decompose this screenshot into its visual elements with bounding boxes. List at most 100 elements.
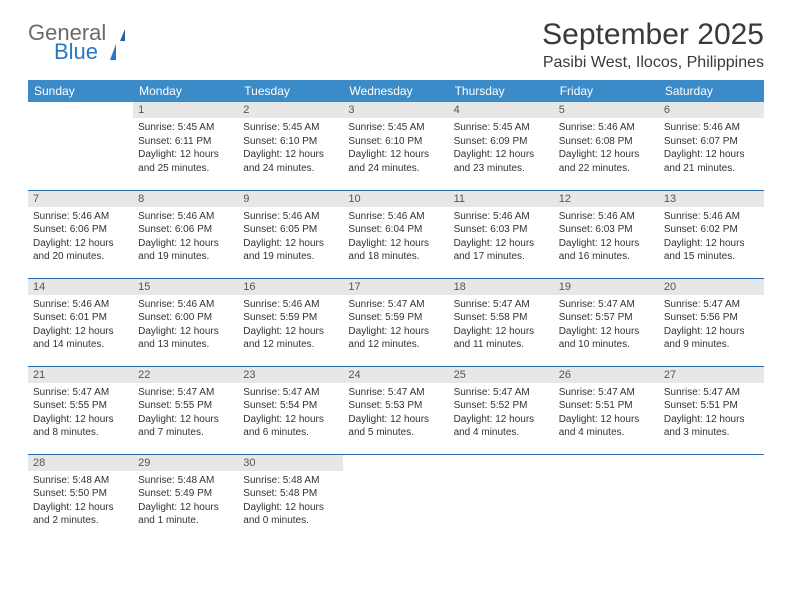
calendar-cell: 11Sunrise: 5:46 AMSunset: 6:03 PMDayligh… [449,190,554,278]
sunrise-label: Sunrise: 5:48 AM [138,474,233,488]
col-thursday: Thursday [449,80,554,102]
sunrise-label: Sunrise: 5:46 AM [33,210,128,224]
day-number: 5 [554,102,659,118]
day-details: Sunrise: 5:46 AMSunset: 6:04 PMDaylight:… [343,207,448,268]
sunset-label: Sunset: 6:03 PM [454,223,549,237]
sunset-label: Sunset: 5:50 PM [33,487,128,501]
daylight-line1: Daylight: 12 hours [33,325,128,339]
day-number: 2 [238,102,343,118]
day-details: Sunrise: 5:46 AMSunset: 6:06 PMDaylight:… [133,207,238,268]
day-number: 7 [28,191,133,207]
day-number: 11 [449,191,554,207]
daylight-line2: and 6 minutes. [243,426,338,440]
day-details: Sunrise: 5:46 AMSunset: 6:08 PMDaylight:… [554,118,659,179]
daylight-line2: and 4 minutes. [454,426,549,440]
daylight-line1: Daylight: 12 hours [559,325,654,339]
daylight-line1: Daylight: 12 hours [348,325,443,339]
sunrise-label: Sunrise: 5:47 AM [348,386,443,400]
sunset-label: Sunset: 5:53 PM [348,399,443,413]
sunrise-label: Sunrise: 5:46 AM [138,298,233,312]
calendar-cell [554,454,659,542]
sunset-label: Sunset: 6:03 PM [559,223,654,237]
day-number: 24 [343,367,448,383]
daylight-line2: and 24 minutes. [243,162,338,176]
day-details: Sunrise: 5:47 AMSunset: 5:52 PMDaylight:… [449,383,554,444]
brand-logo: General Blue [28,22,116,63]
day-number: 4 [449,102,554,118]
daylight-line2: and 9 minutes. [664,338,759,352]
calendar-cell [449,454,554,542]
day-number: 30 [238,455,343,471]
sunrise-label: Sunrise: 5:46 AM [33,298,128,312]
sunrise-label: Sunrise: 5:47 AM [664,386,759,400]
calendar-cell: 1Sunrise: 5:45 AMSunset: 6:11 PMDaylight… [133,102,238,190]
sunset-label: Sunset: 6:08 PM [559,135,654,149]
sunset-label: Sunset: 5:59 PM [348,311,443,325]
daylight-line1: Daylight: 12 hours [664,413,759,427]
sunset-label: Sunset: 5:54 PM [243,399,338,413]
sunrise-label: Sunrise: 5:45 AM [348,121,443,135]
daylight-line1: Daylight: 12 hours [243,237,338,251]
location-label: Pasibi West, Ilocos, Philippines [542,54,764,72]
daylight-line2: and 16 minutes. [559,250,654,264]
col-wednesday: Wednesday [343,80,448,102]
day-number: 29 [133,455,238,471]
day-details: Sunrise: 5:46 AMSunset: 6:05 PMDaylight:… [238,207,343,268]
day-number: 26 [554,367,659,383]
sunrise-label: Sunrise: 5:45 AM [243,121,338,135]
day-details: Sunrise: 5:46 AMSunset: 6:03 PMDaylight:… [554,207,659,268]
daylight-line2: and 24 minutes. [348,162,443,176]
day-details: Sunrise: 5:45 AMSunset: 6:11 PMDaylight:… [133,118,238,179]
daylight-line1: Daylight: 12 hours [454,237,549,251]
sunset-label: Sunset: 6:00 PM [138,311,233,325]
day-number: 19 [554,279,659,295]
sunset-label: Sunset: 5:48 PM [243,487,338,501]
sunset-label: Sunset: 5:52 PM [454,399,549,413]
day-details: Sunrise: 5:46 AMSunset: 6:00 PMDaylight:… [133,295,238,356]
sunset-label: Sunset: 6:11 PM [138,135,233,149]
daylight-line1: Daylight: 12 hours [138,501,233,515]
day-number: 28 [28,455,133,471]
day-number: 27 [659,367,764,383]
day-details: Sunrise: 5:47 AMSunset: 5:56 PMDaylight:… [659,295,764,356]
daylight-line1: Daylight: 12 hours [243,501,338,515]
daylight-line2: and 12 minutes. [243,338,338,352]
day-number: 13 [659,191,764,207]
day-details: Sunrise: 5:48 AMSunset: 5:49 PMDaylight:… [133,471,238,532]
day-details: Sunrise: 5:47 AMSunset: 5:51 PMDaylight:… [554,383,659,444]
day-number: 25 [449,367,554,383]
day-details: Sunrise: 5:47 AMSunset: 5:54 PMDaylight:… [238,383,343,444]
sunrise-label: Sunrise: 5:47 AM [348,298,443,312]
calendar-week-row: 21Sunrise: 5:47 AMSunset: 5:55 PMDayligh… [28,366,764,454]
daylight-line2: and 20 minutes. [33,250,128,264]
sunrise-label: Sunrise: 5:46 AM [138,210,233,224]
col-tuesday: Tuesday [238,80,343,102]
daylight-line2: and 2 minutes. [33,514,128,528]
calendar-cell: 13Sunrise: 5:46 AMSunset: 6:02 PMDayligh… [659,190,764,278]
sunrise-label: Sunrise: 5:46 AM [664,210,759,224]
sunrise-label: Sunrise: 5:45 AM [138,121,233,135]
day-details: Sunrise: 5:48 AMSunset: 5:48 PMDaylight:… [238,471,343,532]
daylight-line1: Daylight: 12 hours [559,148,654,162]
day-number: 17 [343,279,448,295]
daylight-line1: Daylight: 12 hours [138,325,233,339]
daylight-line1: Daylight: 12 hours [664,148,759,162]
calendar-cell: 9Sunrise: 5:46 AMSunset: 6:05 PMDaylight… [238,190,343,278]
title-block: September 2025 Pasibi West, Ilocos, Phil… [542,18,764,72]
day-number: 9 [238,191,343,207]
sunrise-label: Sunrise: 5:47 AM [243,386,338,400]
sunset-label: Sunset: 6:06 PM [33,223,128,237]
sunset-label: Sunset: 6:02 PM [664,223,759,237]
daylight-line1: Daylight: 12 hours [243,148,338,162]
day-details: Sunrise: 5:45 AMSunset: 6:10 PMDaylight:… [343,118,448,179]
daylight-line1: Daylight: 12 hours [348,413,443,427]
calendar-cell: 20Sunrise: 5:47 AMSunset: 5:56 PMDayligh… [659,278,764,366]
day-number: 3 [343,102,448,118]
calendar-cell: 10Sunrise: 5:46 AMSunset: 6:04 PMDayligh… [343,190,448,278]
daylight-line2: and 14 minutes. [33,338,128,352]
sunrise-label: Sunrise: 5:45 AM [454,121,549,135]
daylight-line2: and 10 minutes. [559,338,654,352]
daylight-line1: Daylight: 12 hours [138,237,233,251]
daylight-line1: Daylight: 12 hours [559,413,654,427]
col-saturday: Saturday [659,80,764,102]
